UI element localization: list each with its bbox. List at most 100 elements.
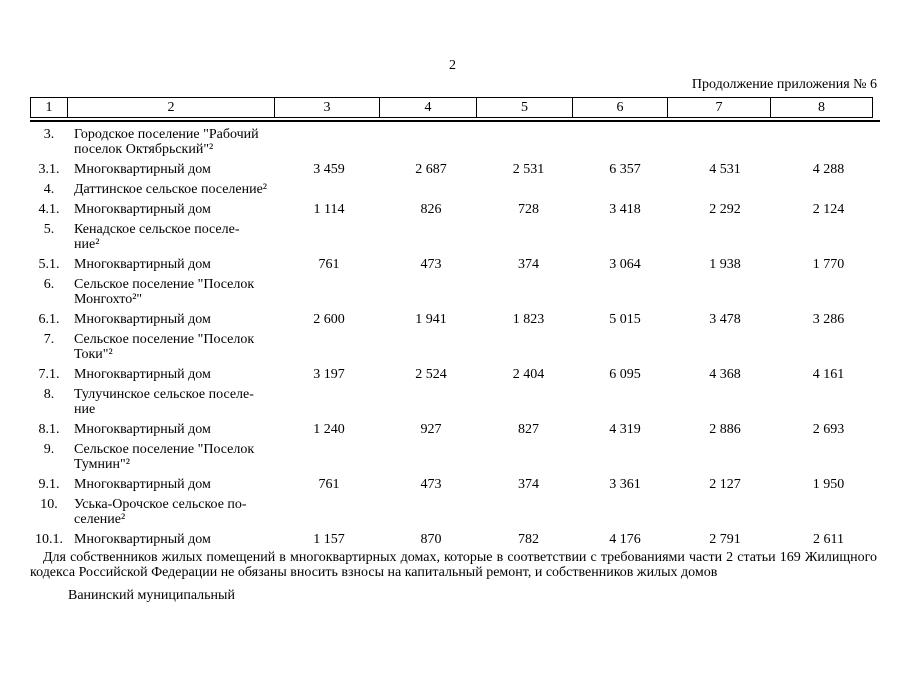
municipality-caption: Ванинский муниципальный (68, 588, 235, 603)
row-number: 9.1. (38, 477, 60, 492)
cell-value: 927 (420, 422, 442, 437)
row-number: 6. (43, 277, 55, 292)
row-number: 10.1. (35, 532, 63, 547)
row-label: Многоквартирный дом (74, 422, 211, 437)
row-number: 8.1. (38, 422, 60, 437)
header-cell-2: 2 (67, 97, 275, 118)
cell-value: 1 157 (313, 532, 345, 547)
cell-value: 1 770 (812, 257, 845, 272)
cell-value: 3 459 (313, 162, 345, 177)
footnote-paragraph: Для собственников жилых помещений в мног… (30, 550, 877, 580)
table-row: 7. Сельское поселение "Поселок Токи"² (30, 327, 880, 362)
cell-value: 473 (420, 477, 442, 492)
cell-value: 6 095 (609, 367, 641, 382)
row-label: Многоквартирный дом (74, 477, 211, 492)
row-number: 5.1. (38, 257, 60, 272)
header-cell-5: 5 (476, 97, 573, 118)
cell-value: 5 015 (609, 312, 641, 327)
cell-value: 2 886 (709, 422, 741, 437)
cell-value: 761 (318, 257, 340, 272)
cell-value: 374 (518, 477, 539, 492)
cell-value: 374 (518, 257, 539, 272)
cell-value: 1 950 (812, 477, 845, 492)
row-number: 3. (43, 127, 55, 142)
cell-value: 3 197 (313, 367, 345, 382)
cell-value: 1 941 (415, 312, 447, 327)
table-row: 4. Даттинское сельское поселение² (30, 177, 880, 197)
row-label: Сельское поселение "Поселок Тумнин"² (74, 442, 255, 472)
table-row: 7.1. Многоквартирный дом 3 197 2 524 2 404 6 … (30, 362, 880, 382)
row-label: Уська-Орочское сельское по-селение² (74, 497, 247, 527)
row-label: Тулучинское сельское поселе-ние (74, 387, 254, 417)
row-label: Многоквартирный дом (74, 162, 211, 177)
cell-value: 3 418 (609, 202, 641, 217)
header-cell-1: 1 (30, 97, 68, 118)
row-number: 10. (40, 497, 58, 512)
header-cell-4: 4 (379, 97, 477, 118)
continuation-caption: Продолжение приложения № 6 (691, 77, 877, 92)
table-row: 8.1. Многоквартирный дом 1 240 927 827 4 319 2… (30, 417, 880, 437)
cell-value: 4 531 (709, 162, 741, 177)
cell-value: 728 (518, 202, 539, 217)
cell-value: 870 (420, 532, 442, 547)
row-label: Многоквартирный дом (74, 312, 211, 327)
cell-value: 3 478 (709, 312, 741, 327)
table-row: 5.1. Многоквартирный дом 761 473 374 3 064 1 9… (30, 252, 880, 272)
table-row: 4.1. Многоквартирный дом 1 114 826 728 3 418 2… (30, 197, 880, 217)
cell-value: 2 124 (812, 202, 845, 217)
cell-value: 3 064 (609, 257, 641, 272)
header-cell-6: 6 (572, 97, 668, 118)
cell-value: 1 823 (512, 312, 545, 327)
row-label: Многоквартирный дом (74, 202, 211, 217)
cell-value: 1 938 (709, 257, 741, 272)
cell-value: 3 286 (812, 312, 845, 327)
cell-value: 2 611 (813, 532, 844, 547)
cell-value: 6 357 (609, 162, 641, 177)
header-divider (30, 120, 880, 122)
row-number: 8. (43, 387, 55, 402)
cell-value: 4 288 (812, 162, 845, 177)
cell-value: 4 319 (609, 422, 641, 437)
table-row: 3. Городское поселение "Рабочий поселок Ок… (30, 122, 880, 157)
row-label: Сельское поселение "Поселок Монгохто²" (74, 277, 255, 307)
cell-value: 1 114 (313, 202, 345, 217)
table-row: 5. Кенадское сельское поселе-ние² (30, 217, 880, 252)
table-row: 10. Уська-Орочское сельское по-селение² (30, 492, 880, 527)
table-row: 6. Сельское поселение "Поселок Монгохто²" (30, 272, 880, 307)
row-number: 6.1. (38, 312, 60, 327)
cell-value: 3 361 (609, 477, 641, 492)
table-row: 9.1. Многоквартирный дом 761 473 374 3 361 2 1… (30, 472, 880, 492)
table-row: 8. Тулучинское сельское поселе-ние (30, 382, 880, 417)
row-label: Городское поселение "Рабочий поселок Октя… (74, 127, 259, 157)
row-number: 7. (43, 332, 55, 347)
cell-value: 4 161 (812, 367, 845, 382)
cell-value: 2 531 (512, 162, 545, 177)
page-number: 2 (449, 58, 456, 73)
cell-value: 761 (318, 477, 340, 492)
cell-value: 2 693 (812, 422, 845, 437)
cell-value: 1 240 (313, 422, 345, 437)
cell-value: 826 (420, 202, 442, 217)
cell-value: 2 687 (415, 162, 447, 177)
cell-value: 827 (518, 422, 539, 437)
row-number: 4. (43, 182, 55, 197)
row-label: Кенадское сельское поселе-ние² (74, 222, 240, 252)
row-number: 4.1. (38, 202, 60, 217)
cell-value: 2 292 (709, 202, 741, 217)
row-number: 9. (43, 442, 55, 457)
cell-value: 2 127 (709, 477, 741, 492)
cell-value: 2 600 (313, 312, 345, 327)
cell-value: 473 (420, 257, 442, 272)
row-label: Даттинское сельское поселение² (74, 182, 268, 197)
cell-value: 2 524 (415, 367, 447, 382)
table-row: 10.1. Многоквартирный дом 1 157 870 782 4 176… (30, 527, 880, 547)
row-number: 3.1. (38, 162, 60, 177)
cell-value: 782 (518, 532, 539, 547)
row-label: Многоквартирный дом (74, 257, 211, 272)
cell-value: 4 368 (709, 367, 741, 382)
row-label: Многоквартирный дом (74, 367, 211, 382)
row-label: Многоквартирный дом (74, 532, 211, 547)
